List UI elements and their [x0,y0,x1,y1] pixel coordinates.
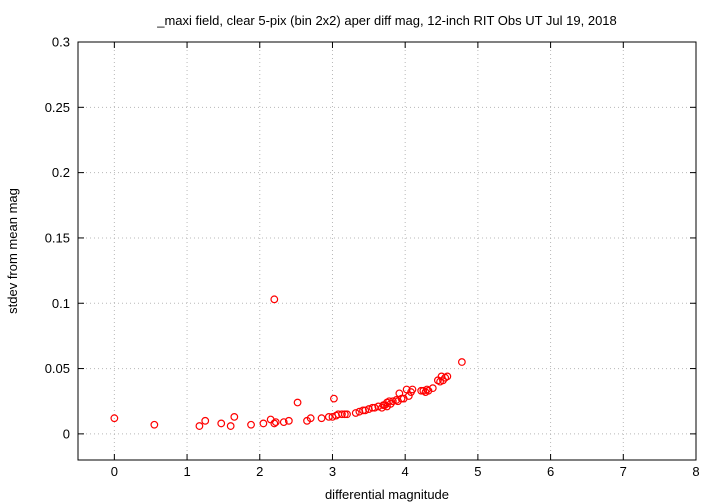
x-tick-label: 5 [474,464,481,479]
x-tick-label: 7 [620,464,627,479]
data-point [457,358,466,366]
data-point [370,403,379,412]
y-tick-label: 0.25 [45,100,70,115]
data-point [284,416,293,425]
y-axis-label: stdev from mean mag [5,188,20,314]
data-point [293,398,302,407]
data-point [330,394,338,403]
data-point [408,385,417,394]
data-point [270,295,279,304]
chart-title: _maxi field, clear 5-pix (bin 2x2) aper … [156,13,617,28]
data-point [195,422,204,430]
data-point [259,419,268,428]
data-point [226,422,235,430]
data-point [317,414,326,423]
data-point [437,372,446,381]
y-tick-label: 0.15 [45,230,70,245]
x-axis-label: differential magnitude [325,487,449,502]
data-point [230,412,239,421]
data-point [217,419,226,428]
y-tick-label: 0.05 [45,361,70,376]
x-tick-label: 0 [111,464,118,479]
data-point [404,392,413,400]
x-tick-label: 2 [256,464,263,479]
data-point [110,414,119,423]
data-point [247,420,255,429]
y-tick-label: 0.3 [52,35,70,50]
data-point [351,409,360,417]
data-point [392,396,401,404]
y-tick-label: 0 [63,426,70,441]
x-tick-label: 8 [692,464,699,479]
x-tick-label: 1 [183,464,190,479]
data-point [343,410,351,419]
plot-frame [77,41,697,461]
data-point [150,420,159,429]
data-point [324,412,333,421]
data-point [443,372,452,381]
data-point [279,418,288,427]
axis-ticks: 0 1 2 3 4 5 6 7 8 0 0.05 0.1 0.15 0.2 0.25 0.3 [45,35,700,480]
data-point [361,406,370,415]
x-tick-label: 6 [547,464,554,479]
data-point [340,410,349,419]
data-point [428,384,437,393]
data-point [397,394,406,403]
y-tick-label: 0.2 [52,165,70,180]
grid [78,41,697,460]
data-points [110,295,466,430]
y-tick-label: 0.1 [52,296,70,311]
data-point [201,416,210,425]
data-point [388,397,397,406]
data-point [271,418,280,427]
x-tick-label: 4 [402,464,409,479]
data-point [270,419,279,428]
x-tick-label: 3 [329,464,336,479]
data-point [306,414,315,423]
data-point [338,410,346,419]
